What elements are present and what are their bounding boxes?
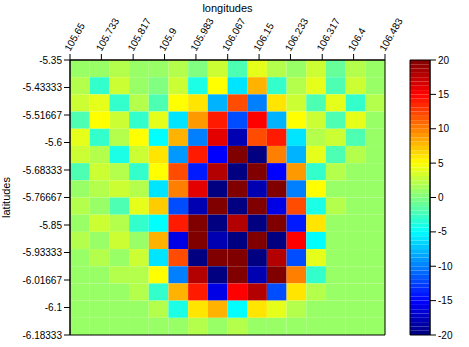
svg-text:106.483: 106.483 xyxy=(377,16,405,53)
svg-text:105.733: 105.733 xyxy=(94,16,122,53)
svg-text:106.067: 106.067 xyxy=(220,16,248,53)
svg-text:0: 0 xyxy=(438,192,444,203)
svg-text:15: 15 xyxy=(438,89,450,100)
svg-text:-5.85: -5.85 xyxy=(39,220,62,231)
svg-text:-5.51667: -5.51667 xyxy=(23,110,63,121)
svg-text:10: 10 xyxy=(438,123,450,134)
svg-text:106.4: 106.4 xyxy=(346,25,368,53)
svg-text:106.317: 106.317 xyxy=(314,16,342,53)
svg-text:105.983: 105.983 xyxy=(188,16,216,53)
svg-text:20: 20 xyxy=(438,55,450,66)
svg-text:-6.18333: -6.18333 xyxy=(23,330,63,341)
svg-text:-5.43333: -5.43333 xyxy=(23,82,63,93)
svg-text:105.65: 105.65 xyxy=(62,21,87,53)
svg-text:-5.6: -5.6 xyxy=(45,137,63,148)
svg-text:106.15: 106.15 xyxy=(251,21,276,53)
svg-text:-6.1: -6.1 xyxy=(45,302,63,313)
svg-text:latitudes: latitudes xyxy=(0,177,12,218)
svg-text:-5.93333: -5.93333 xyxy=(23,247,63,258)
svg-text:-5.35: -5.35 xyxy=(39,55,62,66)
svg-text:-5: -5 xyxy=(438,226,447,237)
svg-text:5: 5 xyxy=(438,158,444,169)
svg-text:106.233: 106.233 xyxy=(283,16,311,53)
svg-text:-5.76667: -5.76667 xyxy=(23,192,63,203)
svg-text:-15: -15 xyxy=(438,295,453,306)
svg-text:-5.68333: -5.68333 xyxy=(23,165,63,176)
svg-text:-20: -20 xyxy=(438,330,453,341)
svg-text:-6.01667: -6.01667 xyxy=(23,275,63,286)
svg-text:-10: -10 xyxy=(438,261,453,272)
html-text:longitudes: longitudes xyxy=(202,2,253,14)
svg-text:105.817: 105.817 xyxy=(125,16,153,53)
svg-text:105.9: 105.9 xyxy=(157,25,179,53)
